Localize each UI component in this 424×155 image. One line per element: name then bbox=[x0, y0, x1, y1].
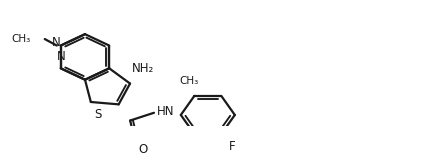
Text: HN: HN bbox=[157, 105, 174, 118]
Text: N: N bbox=[56, 50, 65, 63]
Text: S: S bbox=[94, 108, 101, 121]
Text: CH₃: CH₃ bbox=[180, 76, 199, 86]
Text: N: N bbox=[51, 36, 60, 49]
Text: CH₃: CH₃ bbox=[11, 34, 31, 44]
Text: NH₂: NH₂ bbox=[132, 62, 154, 75]
Text: O: O bbox=[139, 143, 148, 155]
Text: F: F bbox=[229, 140, 236, 153]
